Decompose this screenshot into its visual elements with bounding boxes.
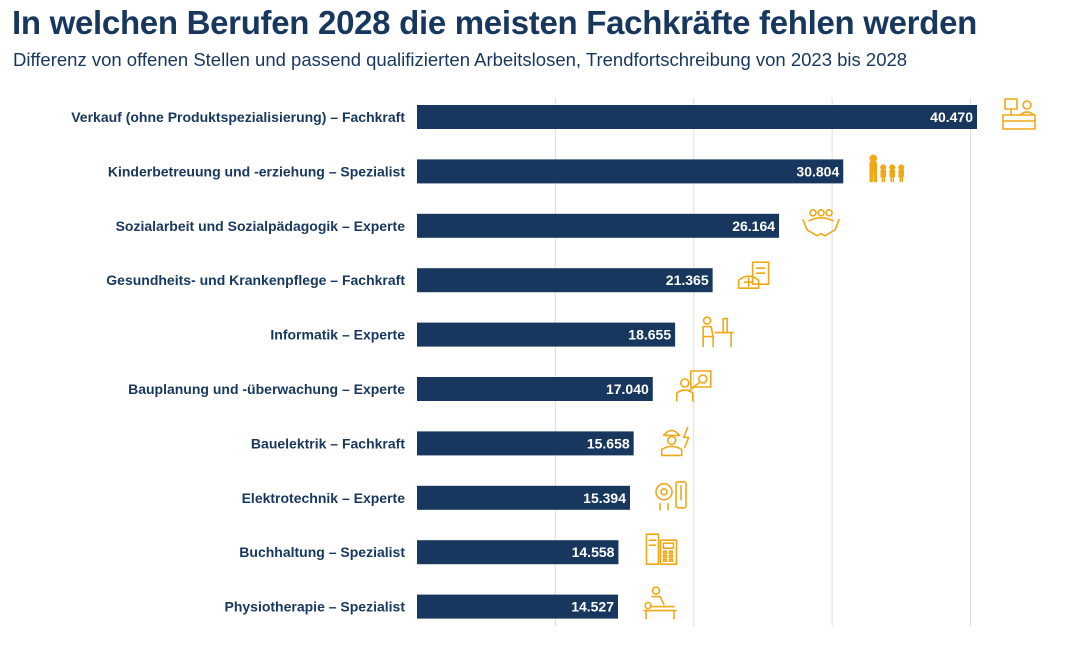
helping-hands-icon <box>802 209 840 237</box>
category-label: Kinderbetreuung und -erziehung – Spezial… <box>108 163 405 179</box>
cashier-icon <box>1002 98 1036 130</box>
value-label: 26.164 <box>732 218 775 234</box>
category-label: Informatik – Experte <box>270 327 405 343</box>
bar <box>417 594 619 619</box>
architect-icon <box>675 370 712 402</box>
value-label: 21.365 <box>666 272 709 288</box>
category-label: Buchhaltung – Spezialist <box>239 544 405 560</box>
bar <box>417 485 631 510</box>
value-label: 15.658 <box>587 435 630 451</box>
category-label: Verkauf (ohne Produktspezialisierung) – … <box>71 109 405 125</box>
value-label: 15.394 <box>583 490 626 506</box>
category-label: Physiotherapie – Spezialist <box>224 599 405 615</box>
bar <box>417 159 844 184</box>
family-icon <box>869 154 905 183</box>
category-label: Bauplanung und -überwachung – Experte <box>128 381 405 397</box>
electrician-icon <box>660 426 690 457</box>
category-label: Sozialarbeit und Sozialpädagogik – Exper… <box>116 218 406 234</box>
calculator-icon <box>645 533 678 566</box>
value-label: 30.804 <box>796 163 839 179</box>
category-label: Elektrotechnik – Experte <box>242 490 406 506</box>
value-label: 14.558 <box>572 544 615 560</box>
bar <box>417 540 619 565</box>
value-label: 14.527 <box>571 599 614 615</box>
chart-title: In welchen Berufen 2028 die meisten Fach… <box>12 4 977 41</box>
value-label: 18.655 <box>628 327 671 343</box>
bar <box>417 431 634 456</box>
category-label: Bauelektrik – Fachkraft <box>251 435 405 451</box>
computer-desk-icon <box>702 316 734 348</box>
value-label: 40.470 <box>930 109 973 125</box>
value-label: 17.040 <box>606 381 649 397</box>
bar <box>417 268 713 293</box>
bar <box>417 377 653 401</box>
nurse-cap-icon <box>737 261 770 290</box>
bar <box>417 322 676 347</box>
bar <box>417 213 780 238</box>
bar <box>417 105 977 129</box>
category-label: Gesundheits- und Krankenpflege – Fachkra… <box>106 272 405 288</box>
electronics-icon <box>655 480 687 511</box>
physiotherapy-icon <box>643 586 677 620</box>
chart-subtitle: Differenz von offenen Stellen und passen… <box>13 49 908 70</box>
